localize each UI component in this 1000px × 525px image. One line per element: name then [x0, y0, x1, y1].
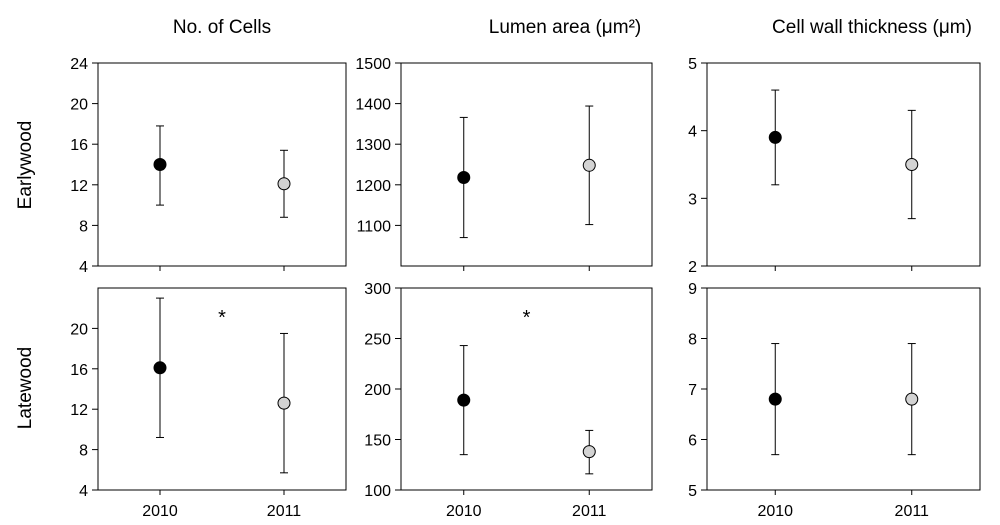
y-tick-label: 1500	[355, 56, 391, 73]
y-tick-label: 100	[364, 483, 391, 500]
x-tick-label: 2010	[757, 503, 793, 520]
y-tick-label: 1200	[355, 178, 391, 195]
column-title-wall: Cell wall thickness (μm)	[772, 17, 972, 38]
row-label-latewood: Latewood	[15, 347, 36, 429]
y-tick-label: 20	[70, 321, 88, 338]
significance-marker: *	[523, 307, 531, 329]
x-tick-label: 2010	[142, 503, 178, 520]
panel-earlywood-1: 4 8 12 16 20 24	[70, 56, 347, 276]
axes-frame	[706, 62, 981, 267]
panel-earlywood-2: 1100 1200 1300 1400 1500	[355, 56, 653, 271]
axes-frame	[97, 62, 347, 267]
y-tick-label: 3	[688, 191, 697, 208]
y-tick-label: 20	[70, 97, 88, 114]
data-point-2010	[457, 393, 471, 407]
y-tick-label: 250	[364, 332, 391, 349]
y-tick-label: 200	[364, 382, 391, 399]
data-point-2011	[582, 158, 596, 172]
data-point-2010	[768, 392, 782, 406]
data-point-2011	[905, 392, 919, 406]
column-title-cells: No. of Cells	[173, 17, 271, 38]
data-point-2011	[582, 445, 596, 459]
panel-latewood-2: 100 150 200 250 300 2010 2011 *	[364, 281, 653, 520]
data-point-2010	[768, 130, 782, 144]
y-tick-label: 5	[688, 483, 697, 500]
data-point-2011	[905, 158, 919, 171]
data-point-2010	[153, 158, 167, 171]
y-tick-label: 1400	[355, 97, 391, 114]
y-tick-label: 6	[688, 433, 697, 450]
y-tick-label: 1100	[357, 218, 392, 235]
x-tick-label: 2010	[446, 503, 482, 520]
axes-frame	[97, 287, 347, 491]
x-tick-label: 2011	[572, 503, 607, 520]
y-tick-label: 8	[79, 218, 88, 235]
y-tick-label: 2	[688, 259, 697, 276]
data-point-2011	[277, 396, 291, 410]
axes-frame	[400, 62, 653, 267]
y-tick-label: 4	[79, 483, 88, 500]
data-point-2010	[153, 361, 167, 375]
panel-earlywood-3: 2 3 4 5	[688, 56, 981, 276]
column-title-lumen: Lumen area (μm²)	[489, 17, 641, 38]
data-point-2011	[277, 177, 291, 191]
y-tick-label: 300	[364, 281, 391, 298]
y-tick-label: 150	[364, 433, 391, 450]
y-tick-label: 16	[70, 362, 88, 379]
axes-frame	[706, 287, 981, 491]
x-tick-label: 2011	[895, 503, 930, 520]
panels-group: 4 8 12 16 20 24 1100 1200 1300 1400 1500 2 3 4 5 4 8 12 16…	[70, 56, 981, 520]
y-tick-label: 7	[688, 382, 697, 399]
x-tick-label: 2011	[267, 503, 302, 520]
y-tick-label: 8	[79, 443, 88, 460]
panel-latewood-3: 5 6 7 8 9 2010 2011	[688, 281, 981, 520]
row-label-earlywood: Earlywood	[15, 121, 36, 210]
y-tick-label: 24	[70, 56, 88, 73]
y-tick-label: 4	[688, 124, 697, 141]
data-point-2010	[457, 170, 471, 184]
y-tick-label: 12	[70, 178, 88, 195]
y-tick-label: 5	[688, 56, 697, 73]
panel-latewood-1: 4 8 12 16 20 2010 2011 *	[70, 287, 347, 520]
y-tick-label: 1300	[355, 137, 391, 154]
y-tick-label: 12	[70, 402, 88, 419]
y-tick-label: 9	[688, 281, 697, 298]
significance-marker: *	[218, 307, 226, 329]
y-tick-label: 16	[70, 137, 88, 154]
y-tick-label: 4	[79, 259, 88, 276]
y-tick-label: 8	[688, 332, 697, 349]
